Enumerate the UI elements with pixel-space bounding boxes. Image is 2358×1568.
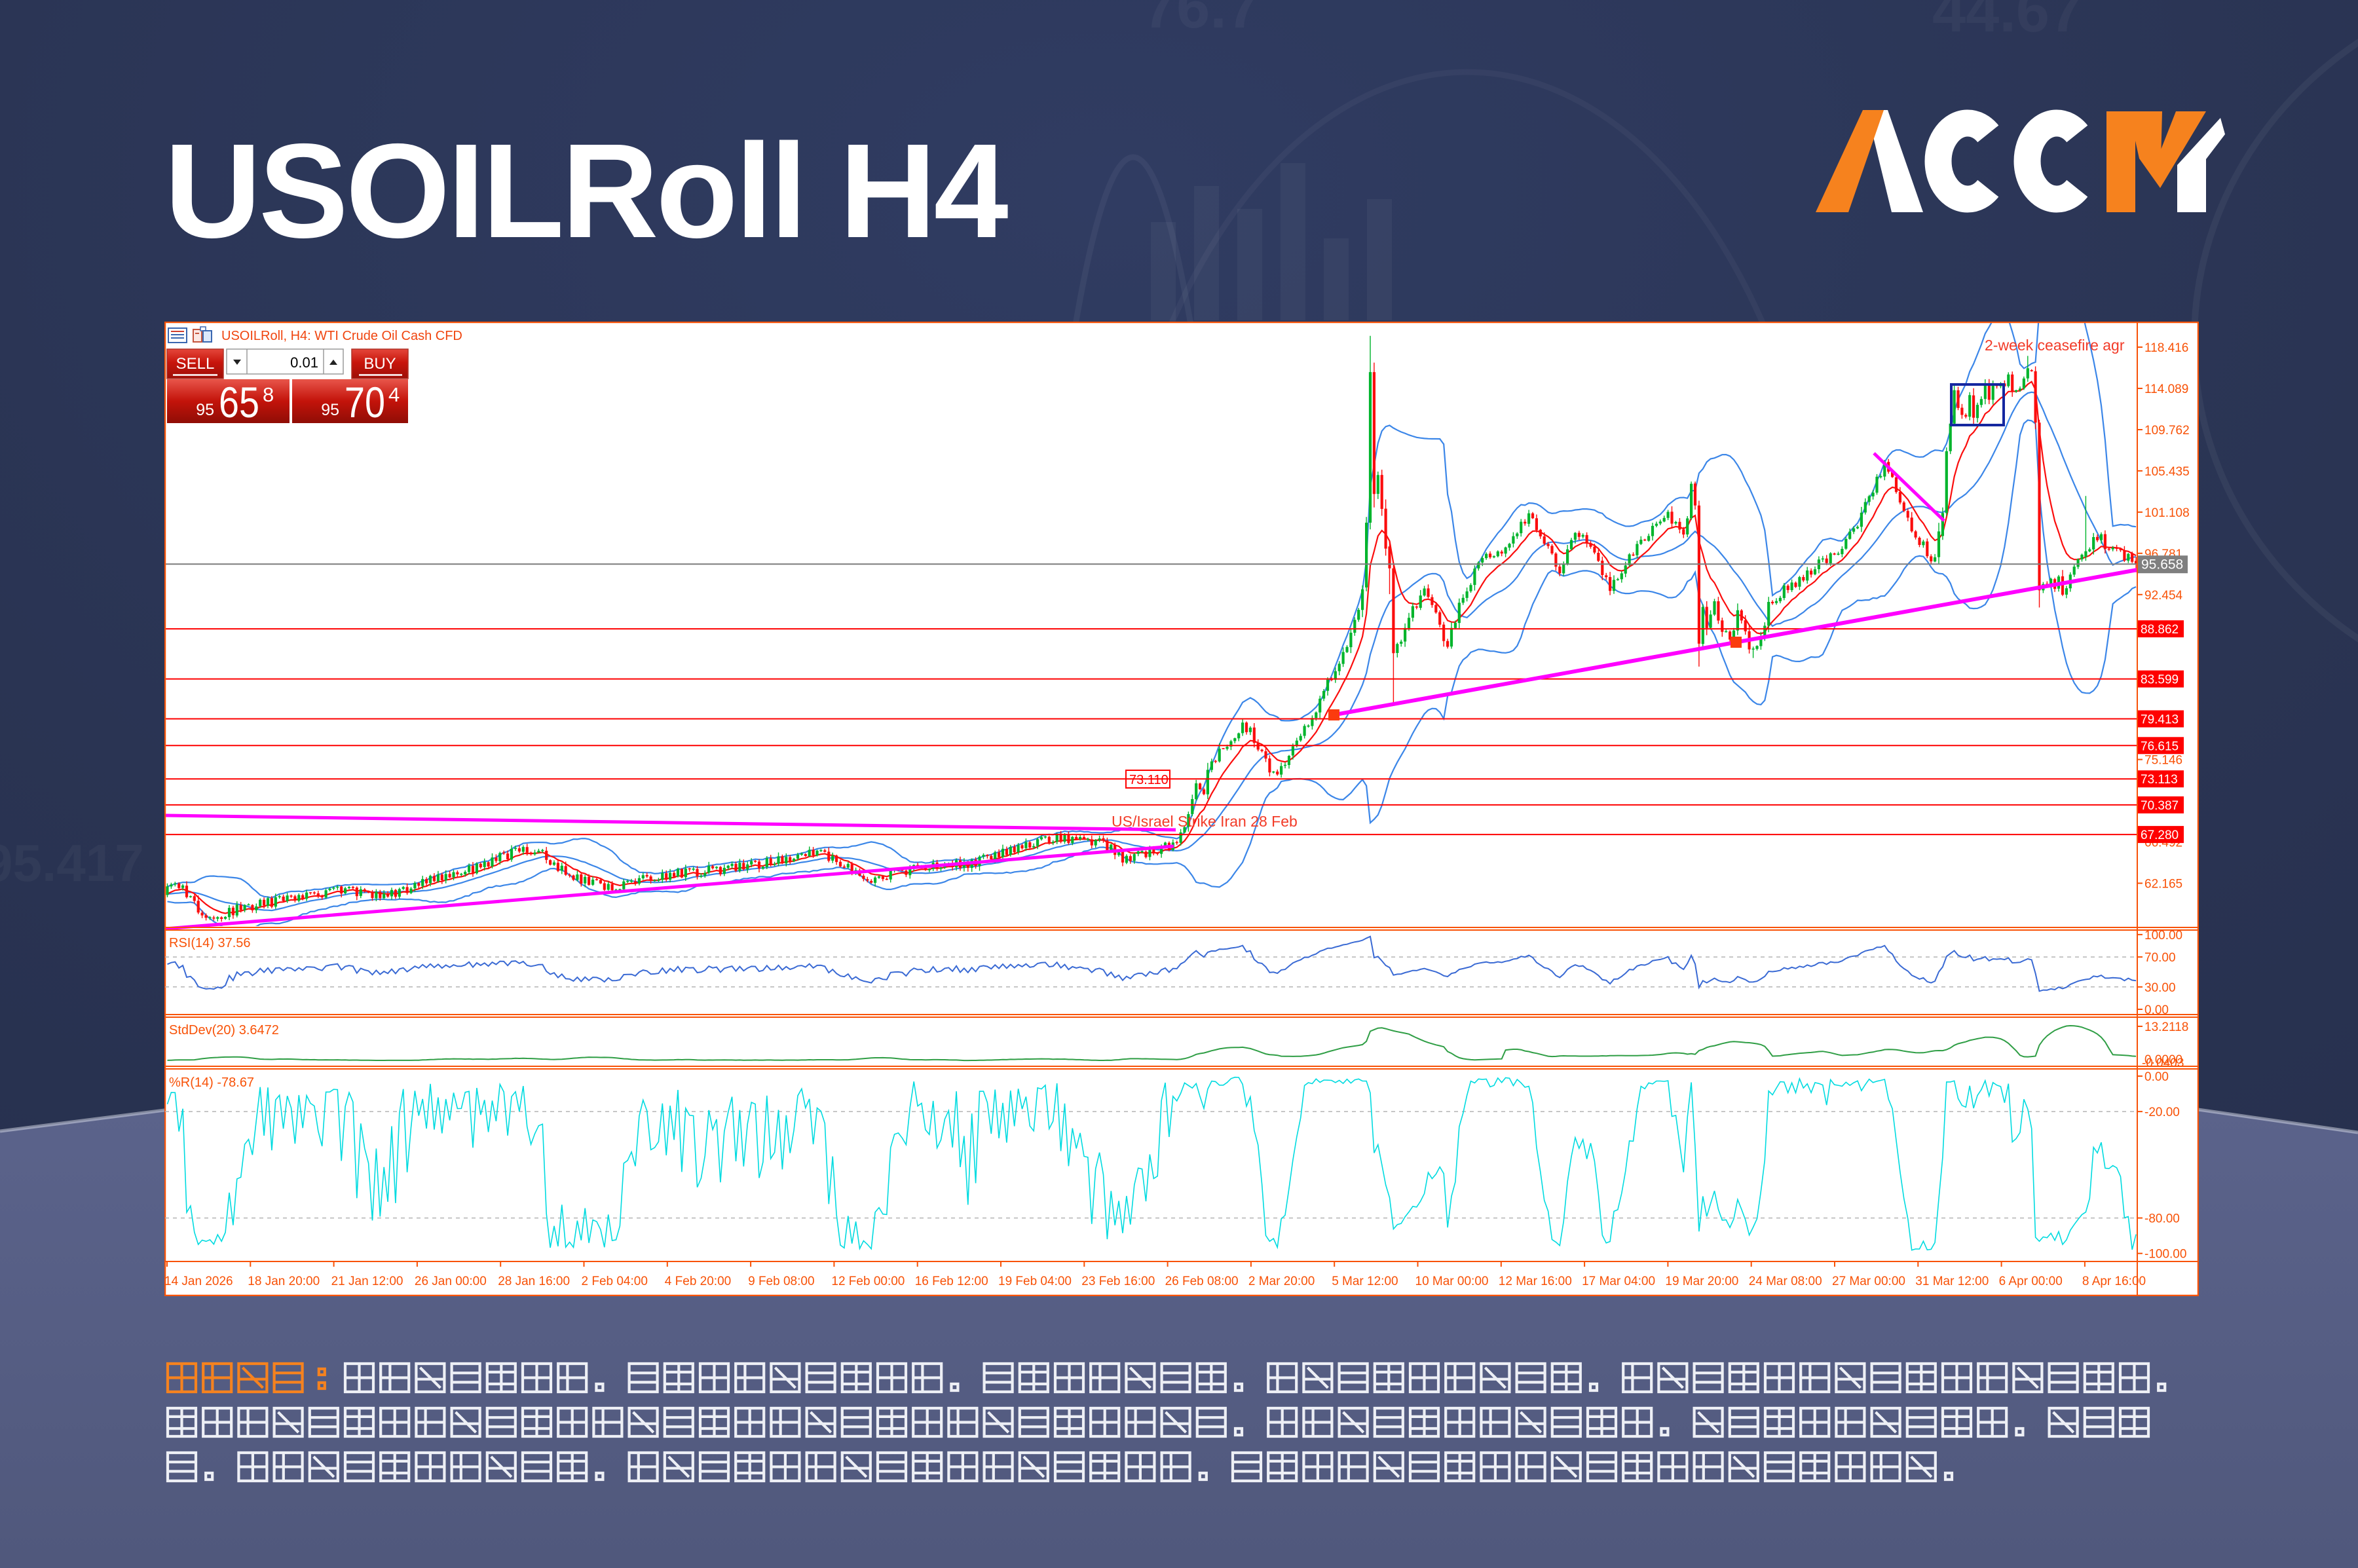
svg-text:23 Feb 16:00: 23 Feb 16:00 xyxy=(1081,1275,1155,1288)
svg-text:95.417: 95.417 xyxy=(0,834,144,892)
svg-text:USOILRoll, H4: WTI Crude Oil: USOILRoll, H4: WTI Crude Oil Cash CFD xyxy=(221,329,462,343)
svg-text:70: 70 xyxy=(345,378,385,426)
svg-text:4: 4 xyxy=(388,383,400,406)
svg-text:62.165: 62.165 xyxy=(2144,878,2182,891)
svg-text:BUY: BUY xyxy=(364,355,396,373)
svg-text:-0.0403: -0.0403 xyxy=(2142,1056,2184,1070)
svg-text:18 Jan 20:00: 18 Jan 20:00 xyxy=(248,1275,320,1288)
svg-text:9 Feb 08:00: 9 Feb 08:00 xyxy=(748,1275,814,1288)
svg-text:73.110: 73.110 xyxy=(1129,773,1169,787)
svg-text:8 Apr 16:00: 8 Apr 16:00 xyxy=(2082,1275,2146,1288)
svg-text:105.435: 105.435 xyxy=(2144,465,2190,479)
svg-text:-100.00: -100.00 xyxy=(2144,1248,2186,1261)
svg-text:10 Mar 00:00: 10 Mar 00:00 xyxy=(1415,1275,1489,1288)
svg-text:2 Mar 20:00: 2 Mar 20:00 xyxy=(1248,1275,1315,1288)
svg-text:2-week ceasefire agr: 2-week ceasefire agr xyxy=(1985,337,2125,354)
svg-text:-80.00: -80.00 xyxy=(2144,1212,2180,1226)
svg-text:4 Feb 20:00: 4 Feb 20:00 xyxy=(665,1275,731,1288)
svg-text:83.599: 83.599 xyxy=(2141,673,2179,687)
svg-text:US/Israel Strike Iran 28 Feb: US/Israel Strike Iran 28 Feb xyxy=(1112,813,1298,830)
svg-text:79.413: 79.413 xyxy=(2141,713,2179,727)
svg-text:27 Mar 00:00: 27 Mar 00:00 xyxy=(1832,1275,1905,1288)
svg-text:109.762: 109.762 xyxy=(2144,424,2190,438)
svg-text:73.113: 73.113 xyxy=(2141,773,2178,787)
svg-text:26 Feb 08:00: 26 Feb 08:00 xyxy=(1165,1275,1239,1288)
svg-text:RSI(14) 37.56: RSI(14) 37.56 xyxy=(169,936,251,950)
svg-text:SELL: SELL xyxy=(176,355,215,373)
svg-text:2 Feb 04:00: 2 Feb 04:00 xyxy=(582,1275,648,1288)
svg-text:70.387: 70.387 xyxy=(2141,799,2179,813)
svg-text:6 Apr 00:00: 6 Apr 00:00 xyxy=(1999,1275,2063,1288)
svg-text:95.658: 95.658 xyxy=(2141,557,2183,572)
svg-text:70.00: 70.00 xyxy=(2144,951,2176,965)
svg-text:5 Mar 12:00: 5 Mar 12:00 xyxy=(1332,1275,1398,1288)
svg-text:14 Jan 2026: 14 Jan 2026 xyxy=(164,1275,233,1288)
svg-text:StdDev(20) 3.6472: StdDev(20) 3.6472 xyxy=(169,1023,279,1037)
svg-text:8: 8 xyxy=(263,383,274,406)
svg-text:26 Jan 00:00: 26 Jan 00:00 xyxy=(415,1275,487,1288)
svg-text:%R(14) -78.67: %R(14) -78.67 xyxy=(169,1075,254,1090)
svg-text:19 Mar 20:00: 19 Mar 20:00 xyxy=(1665,1275,1738,1288)
svg-text:19 Feb 04:00: 19 Feb 04:00 xyxy=(998,1275,1072,1288)
svg-text:92.454: 92.454 xyxy=(2144,589,2183,603)
svg-text:12 Mar 16:00: 12 Mar 16:00 xyxy=(1499,1275,1572,1288)
svg-text:44.67: 44.67 xyxy=(1932,0,2083,45)
svg-text:16 Feb 12:00: 16 Feb 12:00 xyxy=(915,1275,988,1288)
svg-text:21 Jan 12:00: 21 Jan 12:00 xyxy=(331,1275,403,1288)
svg-text:0.00: 0.00 xyxy=(2144,1003,2169,1017)
svg-text:12 Feb 00:00: 12 Feb 00:00 xyxy=(831,1275,905,1288)
svg-text:-20.00: -20.00 xyxy=(2144,1106,2180,1119)
svg-text:114.089: 114.089 xyxy=(2144,383,2188,396)
svg-text:76.615: 76.615 xyxy=(2141,739,2179,753)
svg-text:95: 95 xyxy=(321,401,339,419)
svg-text:13.2118: 13.2118 xyxy=(2144,1020,2188,1034)
svg-text:31 Mar 12:00: 31 Mar 12:00 xyxy=(1915,1275,1989,1288)
svg-text:65: 65 xyxy=(219,378,259,426)
svg-text:88.862: 88.862 xyxy=(2141,623,2179,637)
svg-text:101.108: 101.108 xyxy=(2144,506,2190,520)
svg-text:0.00: 0.00 xyxy=(2144,1070,2169,1084)
svg-text:28 Jan 16:00: 28 Jan 16:00 xyxy=(498,1275,570,1288)
svg-text:76.7: 76.7 xyxy=(1143,0,1260,41)
svg-text:24 Mar 08:00: 24 Mar 08:00 xyxy=(1749,1275,1822,1288)
svg-text:0.01: 0.01 xyxy=(290,354,318,371)
svg-text:75.146: 75.146 xyxy=(2144,754,2182,768)
svg-text:67.280: 67.280 xyxy=(2141,829,2179,842)
svg-text:100.00: 100.00 xyxy=(2144,929,2182,943)
svg-text:95: 95 xyxy=(196,401,214,419)
svg-text:0.0000: 0.0000 xyxy=(2144,1053,2182,1067)
svg-text:30.00: 30.00 xyxy=(2144,981,2176,995)
svg-text:118.416: 118.416 xyxy=(2144,341,2188,355)
svg-text:17 Mar 04:00: 17 Mar 04:00 xyxy=(1582,1275,1655,1288)
